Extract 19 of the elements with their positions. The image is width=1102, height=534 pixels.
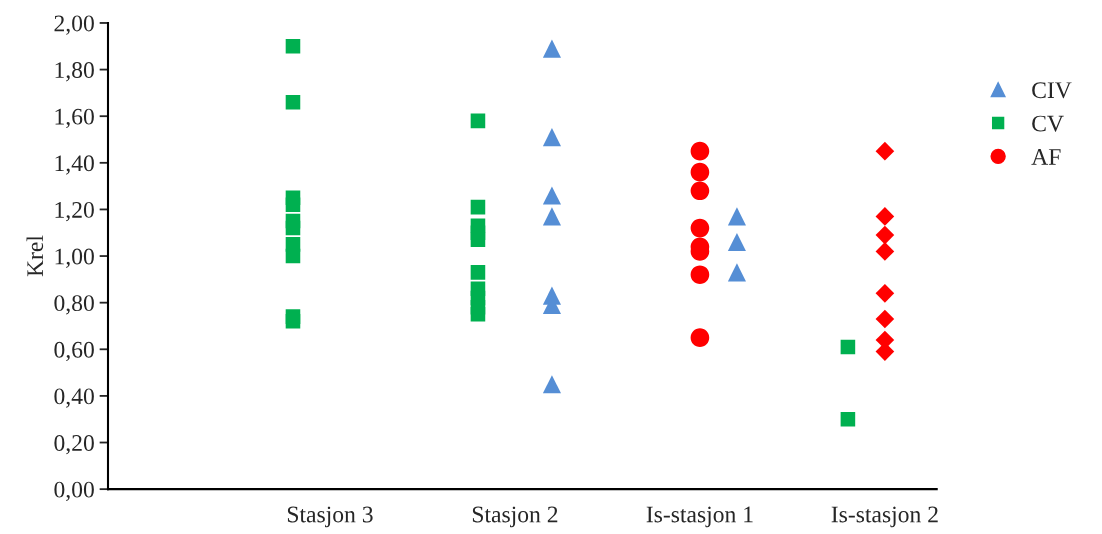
x-tick-label: Stasjon 2 bbox=[472, 506, 558, 528]
y-tick-label: 2,00 bbox=[54, 15, 94, 35]
y-tick-label: 1,40 bbox=[55, 155, 94, 175]
y-tick-label: 0,80 bbox=[54, 295, 94, 315]
x-tick-label: Is-stasjon 1 bbox=[646, 506, 753, 528]
legend-label: CIV bbox=[1032, 82, 1072, 99]
y-tick-label: 0,40 bbox=[54, 388, 94, 408]
y-tick-label: 0,60 bbox=[54, 341, 94, 362]
y-tick-label: 1,60 bbox=[55, 108, 94, 129]
y-tick-label: 0,20 bbox=[54, 435, 94, 455]
y-tick-label: 1,00 bbox=[55, 248, 94, 268]
x-tick-label: Stasjon 3 bbox=[287, 506, 373, 528]
y-tick-label: 1,80 bbox=[55, 62, 94, 82]
y-tick-label: 1,20 bbox=[55, 201, 94, 222]
x-tick-label: Is-stasjon 2 bbox=[831, 506, 938, 528]
legend-label: CV bbox=[1032, 115, 1064, 132]
legend-label: AF bbox=[1031, 149, 1061, 165]
y-tick-label: 0,00 bbox=[54, 481, 94, 501]
y-axis-title: Krel bbox=[26, 235, 44, 277]
